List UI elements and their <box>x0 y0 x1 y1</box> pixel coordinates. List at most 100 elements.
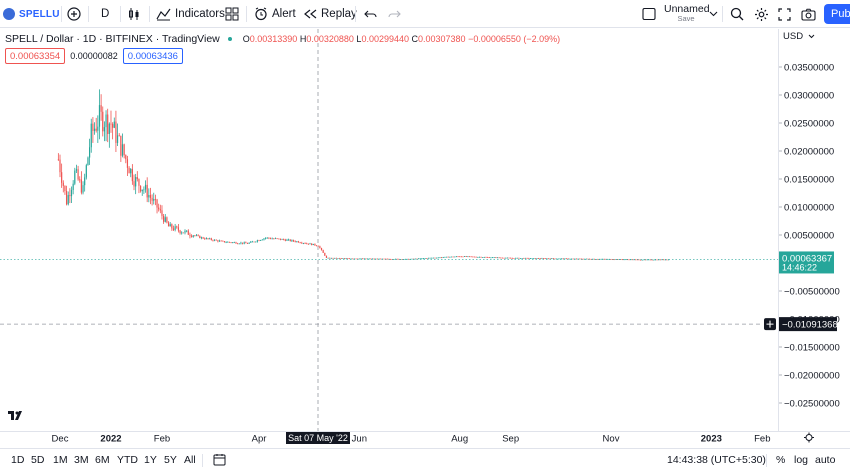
candle-body <box>464 256 466 258</box>
candle-body <box>455 256 457 258</box>
indicators-button[interactable]: Indicators <box>156 0 225 28</box>
redo-icon[interactable] <box>388 0 401 28</box>
goto-date-icon[interactable] <box>213 453 226 469</box>
clock-timezone[interactable]: 14:43:38 (UTC+5:30) <box>667 454 766 466</box>
replay-button[interactable]: Replay <box>304 0 357 28</box>
candle-body <box>222 240 224 242</box>
time-scale[interactable] <box>0 431 850 445</box>
interval-button[interactable]: D <box>101 8 110 20</box>
publish-button[interactable]: Publ <box>824 4 850 24</box>
range-6m[interactable]: 6M <box>95 454 110 466</box>
tradingview-logo-icon[interactable] <box>8 408 24 426</box>
candle-body <box>187 230 189 235</box>
candle-body <box>664 259 666 261</box>
candle-body <box>158 207 160 210</box>
auto-scale-toggle[interactable]: auto <box>815 454 836 466</box>
candle-body <box>260 240 262 241</box>
bottom-toolbar: 1D 5D 1M 3M 6M YTD 1Y 5Y All 14:43:38 (U… <box>0 448 850 471</box>
candle-body <box>291 240 293 242</box>
candle-body <box>139 185 142 192</box>
chevron-down-icon[interactable] <box>709 0 718 28</box>
time-scale-settings-icon[interactable] <box>804 432 814 443</box>
candle-body <box>427 257 430 259</box>
sell-price-button[interactable]: 0.00063354 <box>5 48 66 64</box>
range-ytd[interactable]: YTD <box>117 454 138 466</box>
compare-add-icon[interactable] <box>67 0 81 28</box>
settings-gear-icon[interactable] <box>754 0 769 28</box>
last-price-badge[interactable] <box>779 251 834 274</box>
range-1m[interactable]: 1M <box>53 454 68 466</box>
crosshair-price-badge <box>779 317 837 332</box>
candle-body <box>393 259 395 260</box>
candle-body <box>437 257 439 259</box>
candle-body <box>297 241 300 243</box>
candle-body <box>299 242 301 244</box>
range-5y[interactable]: 5Y <box>164 454 177 466</box>
candle-body <box>357 258 359 260</box>
candle-body <box>307 243 309 245</box>
templates-grid-icon[interactable] <box>225 0 239 28</box>
fullscreen-icon[interactable] <box>778 0 791 28</box>
candle-body <box>215 239 217 241</box>
candle-body <box>603 258 606 260</box>
candle-body <box>360 258 362 260</box>
alert-button[interactable]: Alert <box>254 0 296 28</box>
candle-body <box>431 257 433 259</box>
currency-label: USD <box>783 31 804 42</box>
price-scale[interactable] <box>778 29 850 431</box>
range-1y[interactable]: 1Y <box>144 454 157 466</box>
symbol-search[interactable]: SPELLUS <box>3 0 59 28</box>
range-all[interactable]: All <box>184 454 196 466</box>
candle-body <box>526 257 528 259</box>
buy-price-button[interactable]: 0.00063436 <box>122 48 183 64</box>
price-chart[interactable]: 0.03500000 0.03000000 0.02500000 0.02000000… <box>0 0 850 448</box>
indicators-icon <box>156 8 171 21</box>
candle-body <box>197 235 199 237</box>
candle-body <box>315 245 318 247</box>
camera-snapshot-icon[interactable] <box>801 0 816 28</box>
candle-body <box>546 258 548 260</box>
candle-body <box>248 242 250 244</box>
candle-body <box>141 189 143 192</box>
layout-name[interactable]: Unnamed Save <box>664 4 710 24</box>
layout-toggle-icon[interactable] <box>642 0 656 28</box>
candle-body <box>398 258 400 260</box>
candle-body <box>472 256 474 258</box>
log-scale-toggle[interactable]: log <box>794 454 809 466</box>
candle-body <box>501 257 504 259</box>
candle-body <box>164 217 166 222</box>
candle-style-icon[interactable] <box>127 0 143 28</box>
candle-body <box>84 177 86 186</box>
candle-body <box>238 243 240 245</box>
candle-body <box>194 235 196 237</box>
buy-sell-quotes: 0.00063354 0.00000082 0.00063436 <box>5 48 183 64</box>
candle-body <box>552 258 555 260</box>
legend-title[interactable]: SPELL / Dollar · 1D · BITFINEX · Trading… <box>5 33 220 45</box>
candle-body <box>459 256 461 258</box>
indicators-label: Indicators <box>175 8 225 20</box>
percent-scale-toggle[interactable]: % <box>776 454 786 466</box>
search-icon[interactable] <box>730 0 744 28</box>
spell-logo-icon <box>3 8 15 20</box>
candle-body <box>503 257 505 259</box>
candle-body <box>189 234 191 236</box>
candle-body <box>273 238 275 240</box>
candle-body <box>483 257 485 258</box>
candle-body <box>375 258 377 260</box>
candle-body <box>126 159 129 168</box>
range-1d[interactable]: 1D <box>11 454 25 466</box>
candle-body <box>350 258 352 260</box>
currency-selector[interactable]: USD <box>783 31 815 42</box>
candle-body <box>266 237 268 239</box>
time-tick-label: Jun <box>352 434 367 445</box>
high-label: H <box>299 34 307 44</box>
range-5d[interactable]: 5D <box>31 454 45 466</box>
range-3m[interactable]: 3M <box>74 454 89 466</box>
candle-body <box>549 258 551 260</box>
candle-body <box>467 256 469 258</box>
candle-body <box>643 259 645 261</box>
undo-icon[interactable] <box>364 0 377 28</box>
candle-body <box>171 224 173 229</box>
time-tick-label: 2023 <box>701 434 722 445</box>
candle-body <box>607 258 609 260</box>
